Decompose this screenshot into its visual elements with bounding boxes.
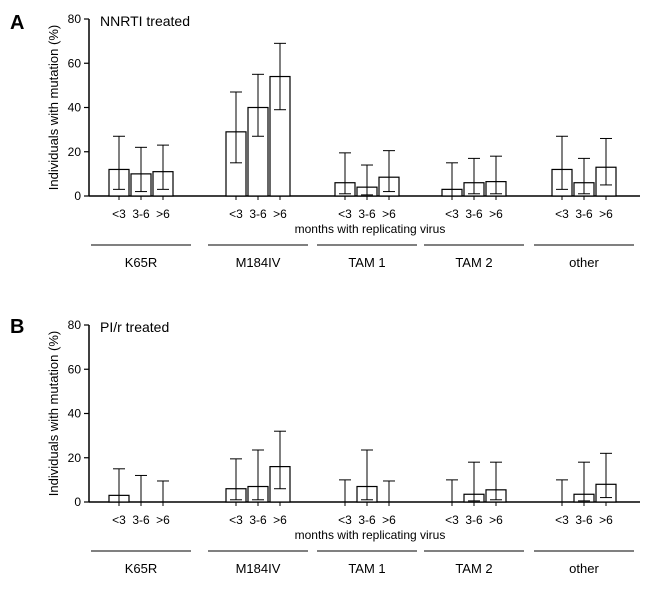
group-label: M184IV	[236, 255, 281, 270]
x-axis-title: months with replicating virus	[295, 222, 446, 236]
category-label: <3	[112, 207, 126, 221]
group-label: other	[569, 561, 599, 576]
panel-letter: A	[10, 12, 24, 34]
y-tick-label: 40	[68, 407, 82, 421]
group-label: TAM 2	[455, 255, 492, 270]
category-label: 3-6	[249, 513, 267, 527]
category-label: >6	[273, 513, 287, 527]
category-label: >6	[156, 207, 170, 221]
category-label: >6	[599, 207, 613, 221]
group-label: K65R	[125, 561, 158, 576]
category-label: 3-6	[132, 513, 150, 527]
category-label: >6	[382, 207, 396, 221]
category-label: >6	[489, 513, 503, 527]
panel-title: NNRTI treated	[100, 13, 190, 29]
y-tick-label: 80	[68, 12, 82, 26]
category-label: >6	[599, 513, 613, 527]
category-label: <3	[555, 207, 569, 221]
category-label: 3-6	[132, 207, 150, 221]
y-tick-label: 40	[68, 101, 82, 115]
group-label: other	[569, 255, 599, 270]
category-label: 3-6	[358, 513, 376, 527]
y-tick-label: 20	[68, 451, 82, 465]
y-tick-label: 60	[68, 56, 82, 70]
category-label: <3	[445, 513, 459, 527]
category-label: <3	[338, 207, 352, 221]
group-label: TAM 1	[348, 561, 385, 576]
panel-title: PI/r treated	[100, 319, 169, 335]
category-label: >6	[273, 207, 287, 221]
category-label: <3	[445, 207, 459, 221]
y-axis-title: Individuals with mutation (%)	[46, 331, 61, 496]
group-label: TAM 1	[348, 255, 385, 270]
y-tick-label: 20	[68, 145, 82, 159]
category-label: <3	[229, 513, 243, 527]
group-label: TAM 2	[455, 561, 492, 576]
y-axis-title: Individuals with mutation (%)	[46, 25, 61, 190]
category-label: 3-6	[249, 207, 267, 221]
category-label: <3	[555, 513, 569, 527]
group-label: K65R	[125, 255, 158, 270]
group-label: M184IV	[236, 561, 281, 576]
category-label: <3	[229, 207, 243, 221]
category-label: 3-6	[575, 513, 593, 527]
category-label: <3	[112, 513, 126, 527]
y-tick-label: 80	[68, 318, 82, 332]
category-label: <3	[338, 513, 352, 527]
y-tick-label: 0	[74, 495, 81, 509]
x-axis-title: months with replicating virus	[295, 528, 446, 542]
category-label: 3-6	[465, 207, 483, 221]
category-label: 3-6	[465, 513, 483, 527]
category-label: >6	[382, 513, 396, 527]
category-label: >6	[156, 513, 170, 527]
category-label: 3-6	[358, 207, 376, 221]
y-tick-label: 60	[68, 362, 82, 376]
y-tick-label: 0	[74, 189, 81, 203]
panel-letter: B	[10, 316, 24, 338]
category-label: 3-6	[575, 207, 593, 221]
category-label: >6	[489, 207, 503, 221]
